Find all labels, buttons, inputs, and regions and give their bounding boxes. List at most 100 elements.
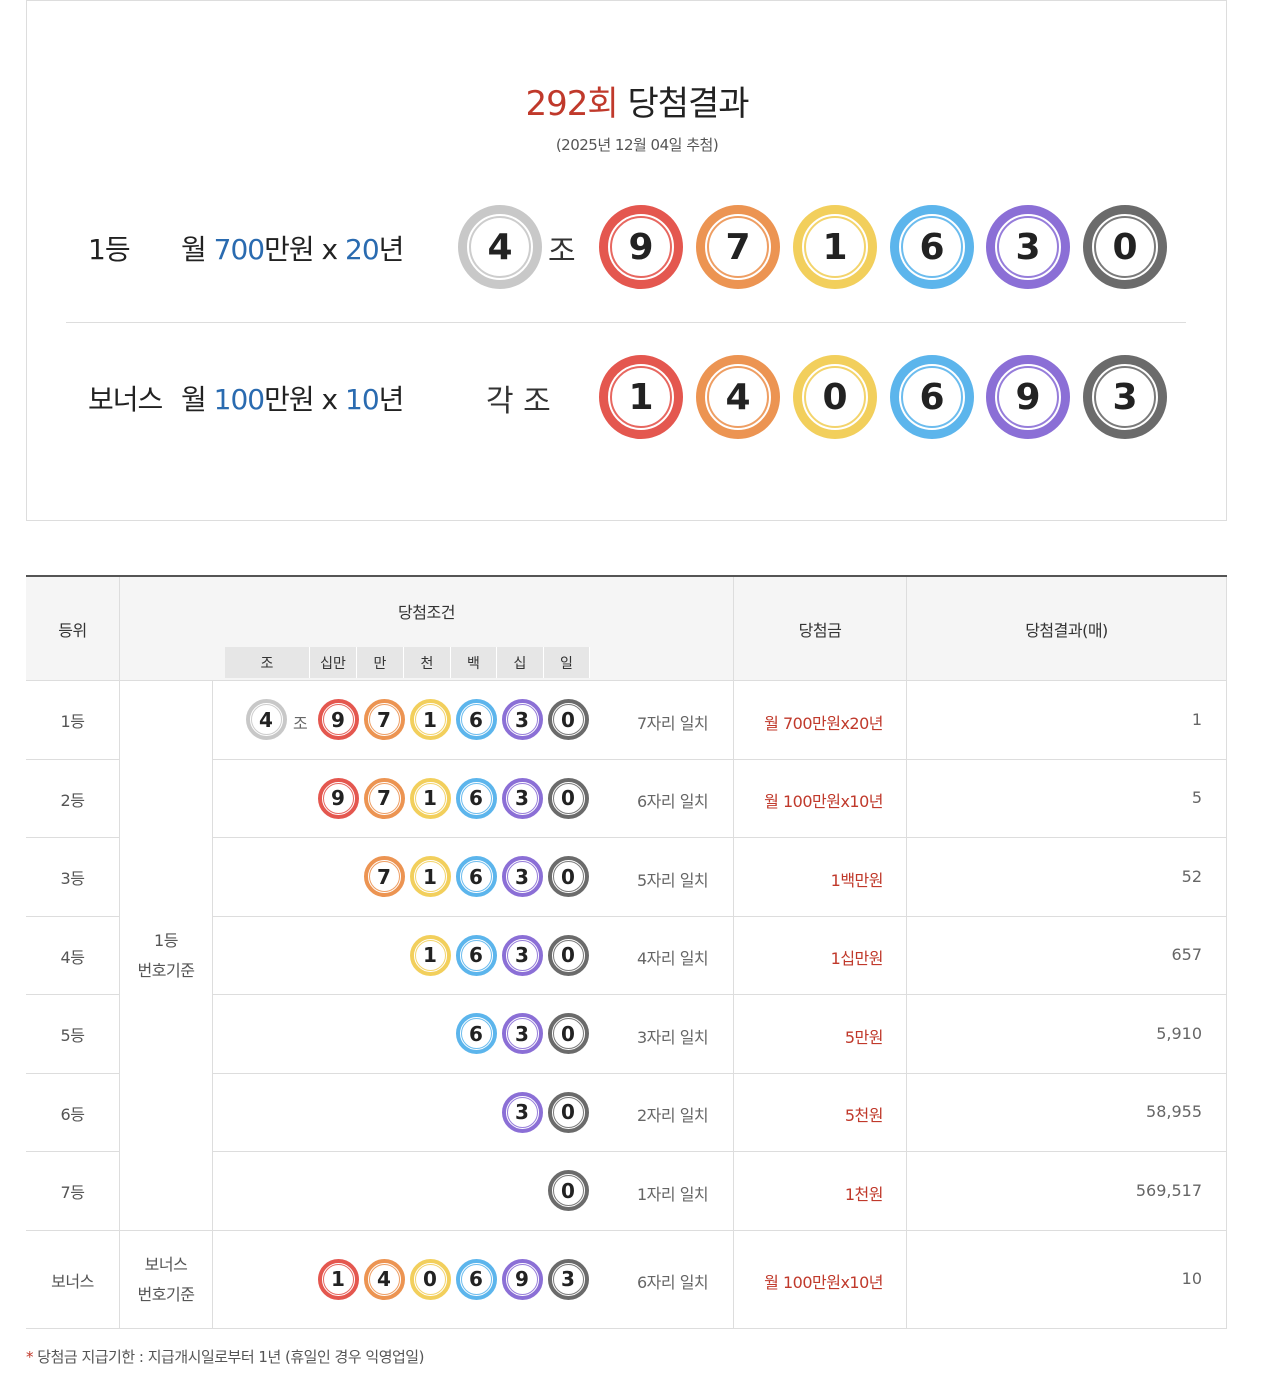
table-row (213, 1074, 734, 1152)
prize-amount: 월 700만원x20년 (764, 713, 883, 733)
digit-header: 천 (404, 647, 451, 678)
prize-cell (734, 1231, 907, 1329)
number-ball: 3 (501, 699, 543, 740)
count-cell (907, 681, 1227, 760)
prize-amount: 1백만원 (830, 870, 884, 890)
number-ball: 6 (455, 777, 497, 819)
number-ball: 9 (599, 205, 683, 289)
match-text: 1자리 일치 (637, 1184, 709, 1204)
page-title: 292회 당첨결과 (0, 76, 1274, 125)
rank-cell: 2등 (26, 760, 120, 838)
count-cell (907, 838, 1227, 917)
number-ball: 6 (455, 699, 497, 740)
bonus-prize-label: 월 100만원 x 10년 (181, 383, 404, 416)
prize-amount: 5만원 (844, 1027, 884, 1047)
number-ball: 9 (317, 699, 359, 740)
number-ball: 0 (547, 934, 589, 976)
header-result: 당첨결과(매) (907, 577, 1227, 681)
prize-cell (734, 681, 907, 760)
winner-count: 58,955 (1146, 1102, 1202, 1121)
first-prize-label: 월 700만원 x 20년 (181, 233, 404, 266)
number-ball: 1 (409, 934, 451, 976)
header-prize: 당첨금 (734, 577, 907, 681)
number-ball: 1 (793, 205, 877, 289)
number-ball: 0 (547, 856, 589, 897)
payment-note: * 당첨금 지급기한 : 지급개시일로부터 1년 (휴일인 경우 익영업일) (26, 1348, 424, 1366)
count-cell (907, 1231, 1227, 1329)
digit-header: 십 (497, 647, 544, 678)
number-ball: 0 (547, 1013, 589, 1054)
number-ball: 1 (409, 777, 451, 819)
table-row (213, 1231, 734, 1329)
count-cell (907, 760, 1227, 838)
number-ball: 0 (793, 355, 877, 439)
number-ball: 3 (501, 934, 543, 976)
number-ball: 4 (458, 205, 542, 289)
rank-cell: 1등 (26, 681, 120, 760)
winner-count: 657 (1171, 945, 1202, 964)
count-cell (907, 1074, 1227, 1152)
header-rank: 등위 (26, 577, 120, 681)
number-ball: 4 (245, 699, 287, 740)
digit-header: 백 (451, 647, 497, 678)
bonus-rank-label: 보너스 (88, 383, 163, 416)
number-ball: 0 (409, 1258, 451, 1300)
number-ball: 6 (455, 1258, 497, 1300)
prize-cell (734, 917, 907, 995)
winner-count: 52 (1181, 866, 1202, 886)
digit-header: 일 (544, 647, 590, 678)
number-ball: 0 (547, 699, 589, 740)
results-table: 등위 당첨조건 당첨금 당첨결과(매) 1등 번호기준 보너스 번호기준 조 십만 만 천… (26, 575, 1227, 1329)
title-text: 당첨결과 (627, 84, 749, 124)
prize-amount: 월 100만원x10년 (764, 1273, 883, 1292)
prize-cell (734, 838, 907, 917)
prize-amount: 1십만원 (830, 949, 884, 968)
prize-cell (734, 995, 907, 1074)
divider (66, 322, 1186, 323)
match-text: 5자리 일치 (637, 870, 709, 890)
number-ball: 0 (1083, 205, 1167, 289)
number-ball: 0 (547, 1170, 589, 1211)
match-text: 6자리 일치 (637, 1273, 709, 1292)
number-ball: 0 (547, 1091, 589, 1133)
count-cell (907, 917, 1227, 995)
digit-header: 조 (225, 647, 310, 678)
first-rank-label: 1등 (88, 233, 131, 266)
table-row (213, 1152, 734, 1231)
digit-header: 만 (357, 647, 404, 678)
number-ball: 1 (599, 355, 683, 439)
rank-cell: 보너스 (26, 1231, 120, 1329)
round-number: 292회 (525, 84, 618, 124)
draw-date: (2025년 12월 04일 추첨) (555, 136, 719, 154)
prize-amount: 1천원 (844, 1184, 884, 1204)
number-ball: 1 (317, 1258, 359, 1300)
winner-count: 5 (1191, 788, 1202, 807)
jo-label: 조 (548, 234, 576, 269)
prize-cell (734, 760, 907, 838)
result-panel (26, 0, 1227, 521)
table-row (213, 917, 734, 995)
number-ball: 6 (455, 1013, 497, 1054)
rank-cell: 5등 (26, 995, 120, 1074)
each-group-label: 각 조 (486, 384, 551, 419)
match-text: 6자리 일치 (637, 792, 709, 811)
number-ball: 3 (547, 1258, 589, 1300)
table-row (213, 760, 734, 838)
number-ball: 3 (986, 205, 1070, 289)
prize-cell (734, 1152, 907, 1231)
prize-amount: 월 100만원x10년 (764, 792, 883, 811)
prize-amount: 5천원 (844, 1106, 884, 1125)
winner-count: 10 (1181, 1269, 1202, 1288)
number-ball: 6 (455, 934, 497, 976)
table-row (213, 995, 734, 1074)
number-ball: 3 (501, 1013, 543, 1054)
table-row (213, 681, 734, 760)
winner-count: 1 (1191, 709, 1202, 729)
number-ball: 4 (363, 1258, 405, 1300)
number-ball: 6 (890, 355, 974, 439)
winner-count: 5,910 (1156, 1023, 1202, 1043)
match-text: 2자리 일치 (637, 1106, 709, 1125)
jo-label: 조 (293, 713, 308, 733)
rank-cell: 6등 (26, 1074, 120, 1152)
number-ball: 1 (409, 856, 451, 897)
